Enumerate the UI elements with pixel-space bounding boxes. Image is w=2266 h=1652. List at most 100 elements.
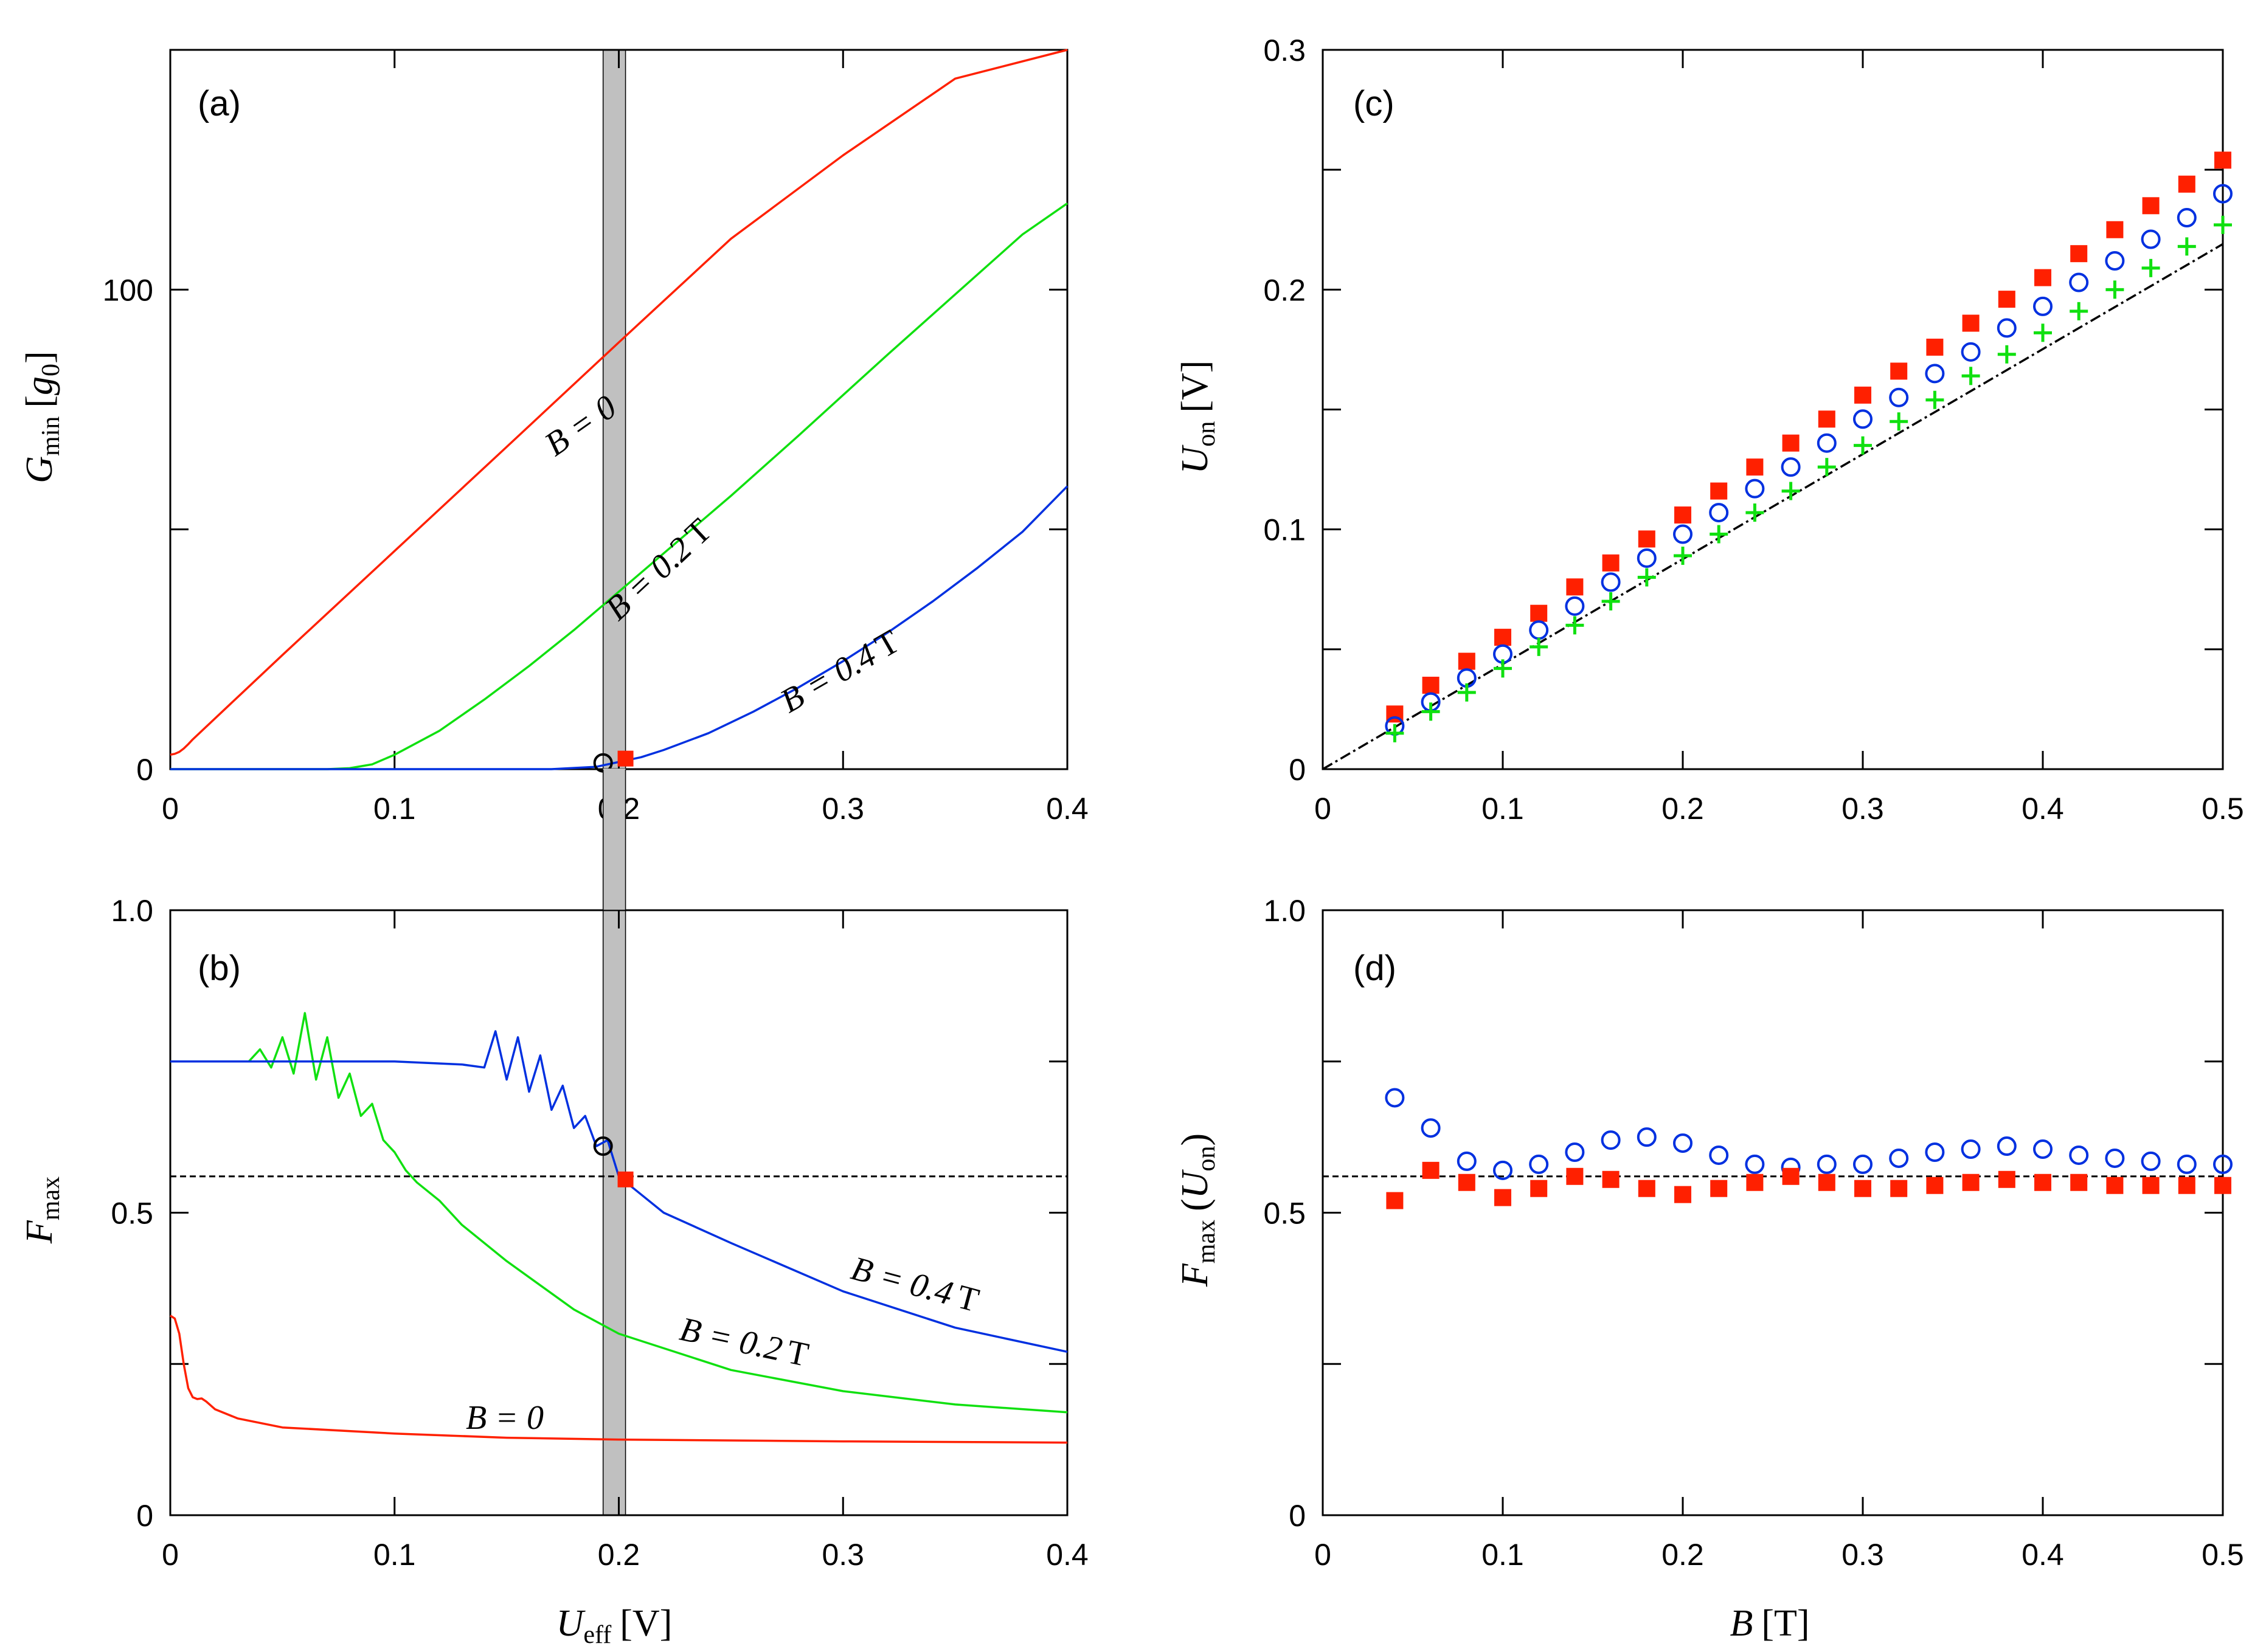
data-point-square bbox=[1530, 604, 1548, 622]
curve-label: B = 0.4T bbox=[774, 623, 906, 721]
data-point-circle bbox=[1745, 1154, 1765, 1174]
panel-d-ylabel-arg-sub: on bbox=[1193, 1146, 1221, 1172]
panel-d-ylabel-sym: F bbox=[1174, 1263, 1216, 1287]
data-point-circle bbox=[1889, 1148, 1909, 1168]
data-point-plus bbox=[2105, 280, 2124, 299]
y-tick-label: 0 bbox=[136, 1499, 153, 1533]
x-tick-label: 0.2 bbox=[598, 1538, 640, 1572]
y-tick-label: 100 bbox=[103, 273, 153, 307]
data-point-square bbox=[1926, 1177, 1944, 1194]
data-point-square bbox=[2142, 1177, 2160, 1194]
data-point-square bbox=[1854, 386, 1871, 404]
data-point-square bbox=[1998, 291, 2015, 308]
data-point-circle bbox=[1637, 548, 1657, 568]
x-tick-label: 0.5 bbox=[2202, 1538, 2244, 1572]
data-point-square bbox=[1962, 1173, 1980, 1191]
x-tick-label: 0 bbox=[1314, 1538, 1331, 1572]
data-point-square bbox=[1566, 578, 1584, 596]
data-point-square bbox=[1638, 530, 1655, 548]
data-point-circle bbox=[1529, 620, 1549, 640]
data-point-square bbox=[1566, 1167, 1584, 1185]
panel-d-ylabel-arg-sym: U bbox=[1174, 1169, 1216, 1198]
data-point-circle bbox=[1817, 433, 1837, 453]
y-tick-label: 1.0 bbox=[1263, 894, 1306, 928]
data-point-square bbox=[2106, 1177, 2124, 1194]
data-point-circle bbox=[1529, 1154, 1549, 1174]
data-point-circle bbox=[2177, 208, 2197, 228]
marker-square bbox=[617, 750, 634, 767]
marker-square bbox=[617, 1171, 634, 1187]
data-point-circle bbox=[1817, 1154, 1837, 1174]
series-line-b-0 bbox=[170, 49, 1068, 756]
data-point-plus bbox=[1817, 458, 1836, 477]
data-point-circle bbox=[1853, 1154, 1873, 1174]
series-line-b-0-4-t bbox=[170, 1030, 1068, 1353]
panel-b-ylabel-sub: max bbox=[37, 1177, 65, 1220]
data-point-circle bbox=[2141, 229, 2161, 249]
svg-text:Uon[V]: Uon[V] bbox=[1174, 361, 1221, 474]
data-point-circle bbox=[1493, 1160, 1512, 1180]
curve-label: B = 0.4T bbox=[847, 1249, 983, 1319]
panel-d-xlabel: B [T] bbox=[1730, 1603, 1809, 1644]
panel-c: (c) Uon[V] 0 0.1 0.2 0.3 0.4 0.5 0 0.1 0.2 0.3 bbox=[1174, 33, 2244, 826]
x-tick-label: 0.5 bbox=[2202, 792, 2244, 826]
x-tick-label: 0.3 bbox=[1842, 1538, 1884, 1572]
data-point-square bbox=[1782, 1167, 1800, 1185]
data-point-circle bbox=[1457, 1151, 1477, 1171]
data-point-circle bbox=[2033, 296, 2053, 316]
panel-b: (b) Fmax Ueff [V] 0 0.1 0.2 0.3 0.4 0 0.5 1.0 B =… bbox=[19, 894, 1089, 1649]
data-point-square bbox=[1998, 1170, 2015, 1188]
data-point-square bbox=[1422, 1161, 1440, 1179]
data-point-square bbox=[1746, 1173, 1764, 1191]
data-point-plus bbox=[1530, 637, 1548, 656]
data-point-square bbox=[1890, 1180, 1908, 1197]
data-point-circle bbox=[1673, 1133, 1693, 1153]
x-tick-label: 0 bbox=[162, 1538, 179, 1572]
y-tick-label: 1.0 bbox=[111, 894, 153, 928]
x-tick-label: 0.1 bbox=[1481, 1538, 1524, 1572]
x-tick-label: 0.1 bbox=[373, 792, 416, 826]
data-point-plus bbox=[2177, 237, 2196, 256]
y-tick-label: 0.5 bbox=[111, 1197, 153, 1231]
data-point-square bbox=[1890, 362, 1908, 380]
data-point-circle bbox=[2105, 251, 2125, 271]
x-tick-label: 0.4 bbox=[2022, 792, 2064, 826]
data-point-circle bbox=[1925, 1142, 1945, 1162]
data-point-circle bbox=[1961, 1139, 1981, 1160]
data-point-square bbox=[1386, 1192, 1404, 1209]
data-point-plus bbox=[1781, 482, 1800, 500]
data-point-circle bbox=[2069, 1145, 2089, 1165]
data-point-circle bbox=[2213, 184, 2233, 204]
x-tick-label: 0.3 bbox=[822, 1538, 864, 1572]
panel-b-ylabel: Fmax bbox=[19, 1177, 65, 1244]
data-point-square bbox=[1458, 1173, 1475, 1191]
data-point-square bbox=[2142, 197, 2160, 215]
data-point-circle bbox=[1565, 596, 1585, 616]
panel-a-highlight-band bbox=[602, 49, 626, 770]
reference-line bbox=[1322, 243, 2223, 770]
data-point-circle bbox=[1745, 479, 1765, 499]
y-tick-label: 0 bbox=[1289, 1499, 1306, 1533]
series-line-b-0 bbox=[170, 1315, 1068, 1444]
data-point-square bbox=[1458, 652, 1475, 670]
data-point-plus bbox=[1601, 592, 1620, 610]
data-point-plus bbox=[1710, 525, 1728, 544]
data-point-square bbox=[2070, 245, 2088, 263]
data-point-circle bbox=[1853, 409, 1873, 429]
connector-band bbox=[602, 769, 626, 911]
panel-a-ylabel-unit: g bbox=[19, 376, 60, 395]
y-tick-label: 0 bbox=[136, 753, 153, 787]
y-tick-label: 0.1 bbox=[1263, 513, 1306, 547]
x-tick-label: 0.2 bbox=[1661, 1538, 1704, 1572]
data-point-circle bbox=[1601, 1130, 1621, 1150]
data-point-circle bbox=[1385, 1088, 1405, 1108]
data-point-square bbox=[2034, 1173, 2051, 1191]
series-line-b-0-2-t bbox=[170, 202, 1068, 770]
data-point-square bbox=[2178, 1177, 2195, 1194]
panel-c-ylabel-unit: V bbox=[1174, 373, 1216, 400]
data-point-square bbox=[2070, 1173, 2088, 1191]
data-point-square bbox=[1674, 506, 1691, 524]
data-point-square bbox=[1602, 1170, 1620, 1188]
data-point-square bbox=[2034, 269, 2051, 286]
